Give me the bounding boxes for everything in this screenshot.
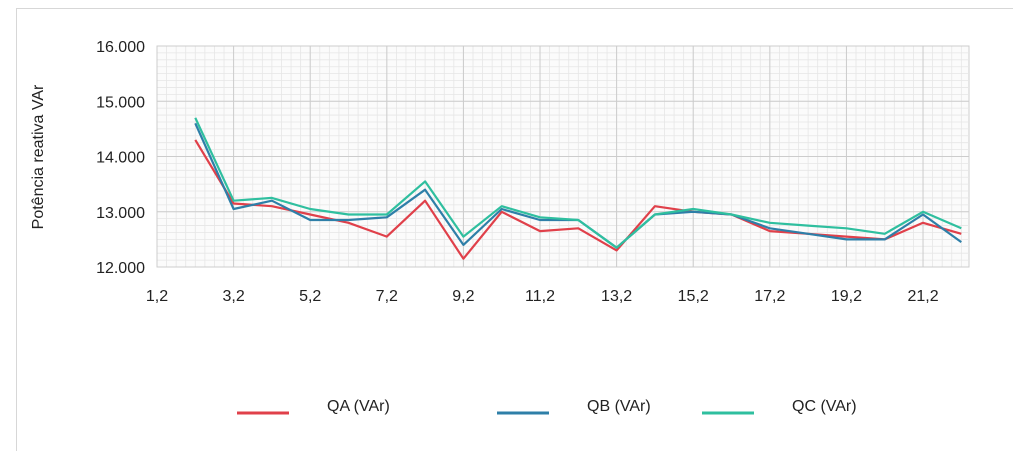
grid — [156, 45, 970, 268]
series-line-3 — [194, 117, 962, 249]
line-chart: 1,2 3,2 5,2 7,2 9,2 11,2 13,2 15,2 17,2 19,2 21,2 … — [30, 39, 970, 415]
x-tick-label: 3,2 — [222, 288, 244, 305]
x-tick-label: 13,2 — [601, 288, 632, 305]
x-tick-label: 19,2 — [831, 288, 862, 305]
y-tick-label: 14.000 — [96, 150, 145, 167]
y-tick-label: 16.000 — [96, 39, 145, 56]
x-tick-label: 11,2 — [525, 288, 555, 305]
chart-frame: 1,2 3,2 5,2 7,2 9,2 11,2 13,2 15,2 17,2 19,2 21,2 … — [16, 8, 1013, 451]
x-axis-ticks: 1,2 3,2 5,2 7,2 9,2 11,2 13,2 15,2 17,2 19,2 21,2 — [146, 288, 939, 305]
y-tick-label: 12.000 — [96, 260, 145, 277]
y-axis-label: Potência reativa VAr — [30, 84, 47, 229]
legend-label: QC (VAr) — [792, 398, 857, 415]
y-tick-label: 13.000 — [96, 205, 145, 222]
legend-label: QB (VAr) — [587, 398, 651, 415]
x-tick-label: 5,2 — [299, 288, 321, 305]
legend-label: QA (VAr) — [327, 398, 390, 415]
x-tick-label: 1,2 — [146, 288, 168, 305]
series-lines — [194, 117, 962, 260]
y-axis-ticks: 12.000 13.000 14.000 15.000 16.000 — [96, 39, 145, 277]
x-tick-label: 21,2 — [907, 288, 938, 305]
x-tick-label: 7,2 — [376, 288, 398, 305]
legend: QA (VAr) QB (VAr) QC (VAr) — [237, 398, 857, 415]
series-line-1 — [194, 139, 962, 260]
y-tick-label: 15.000 — [96, 94, 145, 111]
x-tick-label: 17,2 — [754, 288, 785, 305]
x-tick-label: 9,2 — [452, 288, 474, 305]
x-tick-label: 15,2 — [678, 288, 709, 305]
